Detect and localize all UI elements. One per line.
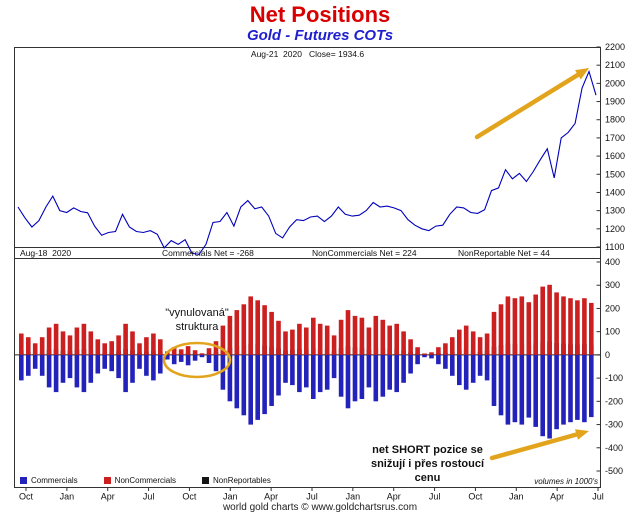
svg-text:Jul: Jul	[429, 492, 441, 502]
svg-text:1100: 1100	[605, 242, 624, 252]
legend-label-noncommercials: NonCommercials	[114, 476, 177, 485]
svg-text:-100: -100	[605, 373, 623, 383]
svg-text:Jul: Jul	[143, 492, 155, 502]
svg-text:Jan: Jan	[223, 492, 238, 502]
svg-text:0: 0	[605, 350, 610, 360]
annotation-zeroed-structure: "vynulovaná" struktura	[145, 306, 249, 334]
volumes-note: volumes in 1000's	[534, 477, 598, 486]
svg-text:1300: 1300	[605, 206, 625, 216]
svg-text:Apr: Apr	[101, 492, 115, 502]
commercials-net-label: Commercials Net = -268	[162, 248, 254, 258]
svg-text:1700: 1700	[605, 133, 625, 143]
svg-text:-200: -200	[605, 396, 623, 406]
page-title: Net Positions	[249, 2, 391, 27]
svg-text:Oct: Oct	[19, 492, 34, 502]
svg-text:100: 100	[605, 327, 620, 337]
svg-text:Jul: Jul	[592, 492, 604, 502]
price-close-label: Aug-21 2020 Close= 1934.6	[250, 49, 365, 59]
legend-item-noncommercials: NonCommercials	[103, 476, 177, 485]
svg-text:1600: 1600	[605, 151, 625, 161]
legend-item-commercials: Commercials	[20, 476, 78, 485]
svg-text:-300: -300	[605, 420, 623, 430]
noncommercials-net-label: NonCommercials Net = 224	[312, 248, 417, 258]
svg-text:2000: 2000	[605, 78, 625, 88]
svg-text:2100: 2100	[605, 60, 625, 70]
legend-label-commercials: Commercials	[31, 476, 78, 485]
chart-legend: Commercials NonCommercials NonReportable…	[20, 476, 271, 485]
svg-text:-400: -400	[605, 443, 623, 453]
footer-credit: world gold charts © www.goldchartsrus.co…	[222, 502, 418, 513]
annotation-short-line3: cenu	[414, 472, 441, 484]
annotation-short-line2: snižují i přes rostoucí	[370, 458, 485, 470]
svg-text:1900: 1900	[605, 97, 625, 107]
annotation-zeroed-line1: "vynulovaná"	[165, 307, 229, 319]
svg-text:400: 400	[605, 257, 620, 267]
cot-date-label: Aug-18 2020	[20, 248, 72, 258]
nonreportable-net-label: NonReportable Net = 44	[458, 248, 550, 258]
annotation-net-short: net SHORT pozice se snižují i přes rosto…	[355, 443, 500, 485]
svg-text:1400: 1400	[605, 187, 625, 197]
svg-text:1800: 1800	[605, 115, 625, 125]
svg-text:300: 300	[605, 280, 620, 290]
svg-text:1200: 1200	[605, 224, 625, 234]
noncommercials-swatch-icon	[103, 477, 111, 484]
svg-text:200: 200	[605, 303, 620, 313]
svg-text:Jul: Jul	[306, 492, 318, 502]
svg-text:Oct: Oct	[182, 492, 197, 502]
annotation-zeroed-line2: struktura	[175, 321, 219, 333]
svg-text:1500: 1500	[605, 169, 625, 179]
legend-label-nonreportables: NonReportables	[213, 476, 271, 485]
svg-text:Jan: Jan	[509, 492, 524, 502]
svg-text:Apr: Apr	[550, 492, 564, 502]
legend-item-nonreportables: NonReportables	[202, 476, 271, 485]
svg-text:Apr: Apr	[387, 492, 401, 502]
svg-text:2200: 2200	[605, 42, 625, 52]
svg-text:Apr: Apr	[264, 492, 278, 502]
svg-text:Jan: Jan	[60, 492, 75, 502]
annotation-short-line1: net SHORT pozice se	[372, 444, 483, 456]
page-subtitle: Gold - Futures COTs	[246, 27, 394, 44]
svg-text:-500: -500	[605, 466, 623, 476]
svg-text:Jan: Jan	[346, 492, 361, 502]
nonreportables-swatch-icon	[202, 477, 210, 484]
svg-text:Oct: Oct	[468, 492, 483, 502]
commercials-swatch-icon	[20, 477, 27, 484]
